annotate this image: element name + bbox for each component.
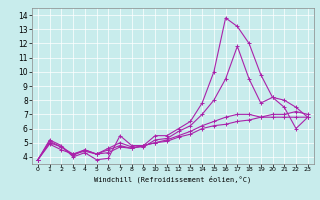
X-axis label: Windchill (Refroidissement éolien,°C): Windchill (Refroidissement éolien,°C) (94, 175, 252, 183)
